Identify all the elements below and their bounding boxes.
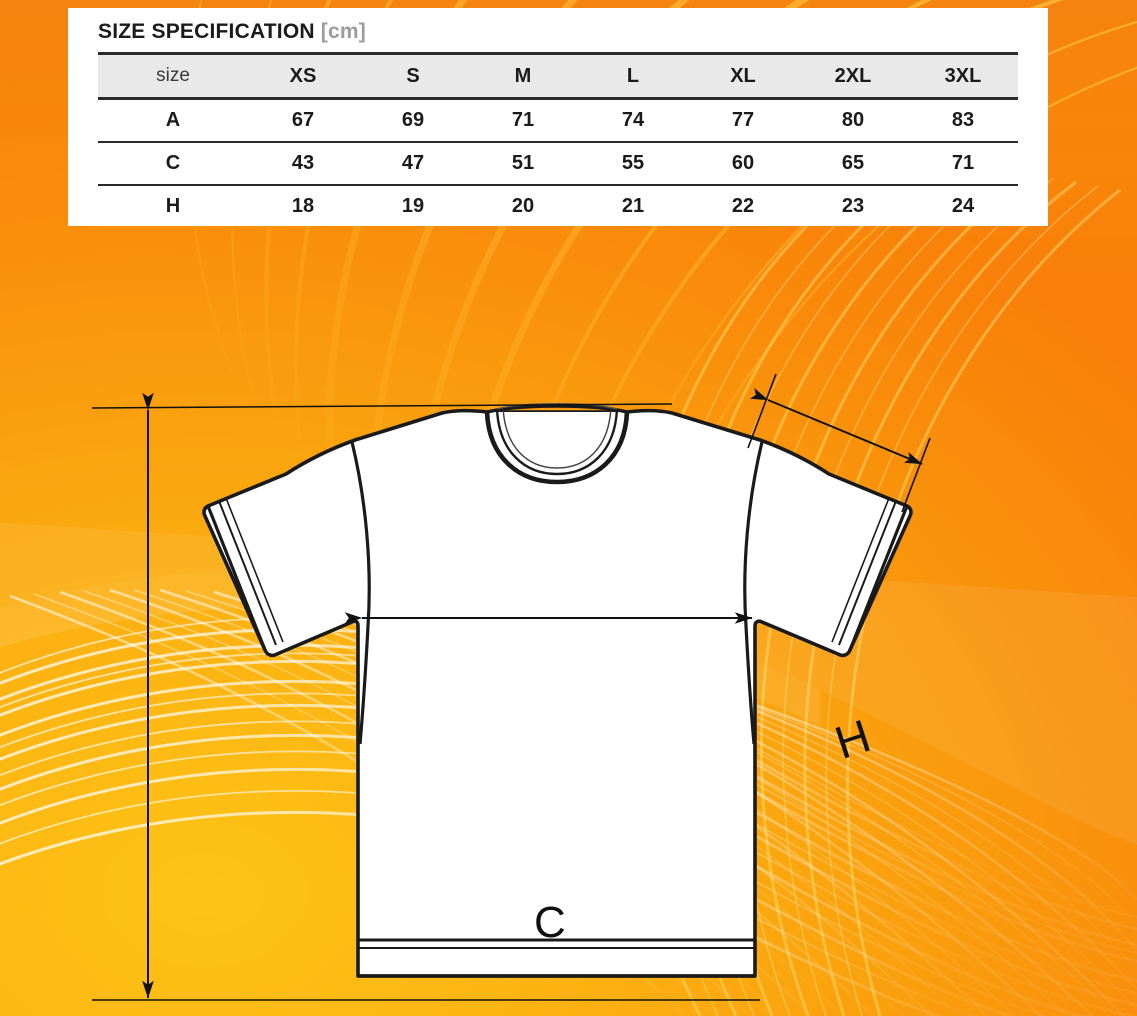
dimension-h (747, 373, 931, 513)
column-header-xl: XL (688, 52, 798, 100)
panel-title: SIZE SPECIFICATION [cm] (98, 20, 366, 44)
column-header-xs: XS (248, 52, 358, 100)
table-header-row: size XS S M L XL 2XL 3XL (98, 52, 1018, 100)
cell-h-xl: 22 (731, 195, 755, 217)
cell-c-xs: 43 (248, 142, 358, 186)
cell-a-xs: 67 (248, 98, 358, 143)
size-specification-panel: SIZE SPECIFICATION [cm] size XS S M L XL… (68, 8, 1048, 226)
column-header-size: size (98, 52, 248, 100)
cell-h-xs: 18 (291, 195, 315, 217)
cell-h-2xl: 23 (841, 195, 865, 217)
table-row: H 18 19 20 21 22 23 24 (98, 185, 1018, 227)
table-row: A 67 69 71 74 77 80 83 (98, 98, 1018, 143)
column-header-3xl: 3XL (908, 52, 1018, 100)
tshirt-diagram: A C H (0, 330, 1137, 1016)
column-header-s: S (358, 52, 468, 100)
cell-a-3xl: 83 (908, 98, 1018, 143)
cell-c-m: 51 (468, 142, 578, 186)
table-header: size XS S M L XL 2XL 3XL (98, 52, 1018, 100)
cell-a-m: 71 (468, 98, 578, 143)
table-body: A 67 69 71 74 77 80 83 C 43 47 51 55 60 … (98, 98, 1018, 228)
cell-c-s: 47 (358, 142, 468, 186)
panel-title-main: SIZE SPECIFICATION (98, 20, 315, 43)
cell-h-3xl: 24 (951, 195, 975, 217)
cell-h-m: 20 (511, 195, 535, 217)
cell-c-l: 55 (578, 142, 688, 186)
row-label-h: H (165, 195, 181, 217)
garment-outline (202, 403, 913, 978)
cell-a-xl: 77 (688, 98, 798, 143)
cell-a-2xl: 80 (798, 98, 908, 143)
cell-c-2xl: 65 (798, 142, 908, 186)
cell-c-xl: 60 (688, 142, 798, 186)
column-header-l: L (578, 52, 688, 100)
panel-title-unit: [cm] (320, 20, 366, 43)
cell-h-l: 21 (621, 195, 645, 217)
column-header-m: M (468, 52, 578, 100)
cell-a-l: 74 (578, 98, 688, 143)
cell-a-s: 69 (358, 98, 468, 143)
row-label-c: C (98, 142, 248, 186)
dimension-a (91, 392, 760, 1001)
cell-h-s: 19 (401, 195, 425, 217)
cell-c-3xl: 71 (908, 142, 1018, 186)
dimension-label-c: C (534, 898, 566, 947)
size-specification-table: size XS S M L XL 2XL 3XL A 67 69 71 74 (98, 52, 1018, 227)
column-header-2xl: 2XL (798, 52, 908, 100)
row-label-a: A (98, 98, 248, 143)
table-row: C 43 47 51 55 60 65 71 (98, 142, 1018, 186)
